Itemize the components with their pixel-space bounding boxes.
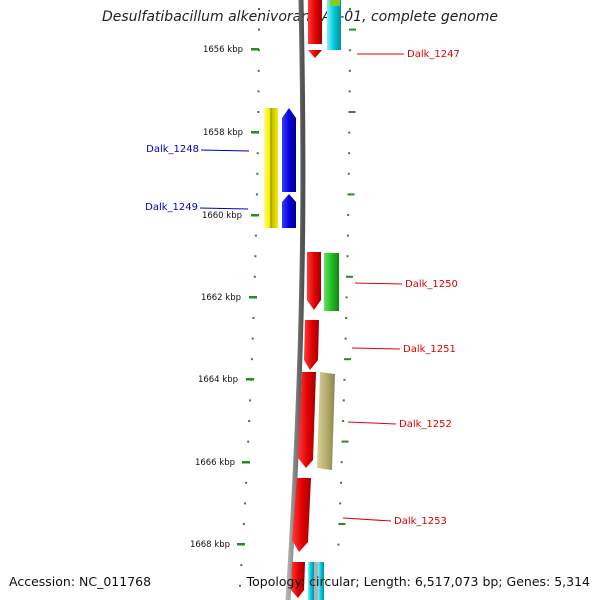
minor-tick [348,69,351,72]
major-tick [249,296,257,299]
minor-tick [347,172,350,175]
minor-tick [346,234,349,237]
major-tick [251,131,259,134]
major-tick [237,543,245,546]
gene-dalk-1253[interactable] [292,478,311,552]
minor-tick [345,317,348,319]
gene-label-dalk-1252[interactable]: Dalk_1252 [399,419,452,430]
kbp-label: 1668 kbp [190,540,230,550]
minor-tick [340,481,342,484]
minor-tick [342,399,345,402]
minor-tick [338,523,346,525]
minor-tick [247,440,250,443]
minor-tick [254,255,257,258]
gene-dalk-1247[interactable] [308,0,341,58]
major-tick [242,461,250,464]
kbp-scale: 1656 kbp 1658 kbp 1660 kbp 1662 kbp 1664… [190,45,259,550]
bottom-partial-features [291,562,324,600]
minor-tick [339,502,342,505]
gene-dalk-1248[interactable] [282,108,296,192]
minor-tick [255,193,258,196]
accession-text: Accession: NC_011768 [9,574,152,589]
kbp-label: 1664 kbp [198,375,238,385]
major-tick [246,378,254,381]
minor-tick [239,584,241,587]
yellow-feature-band [264,108,278,228]
minor-tick [245,481,248,484]
minor-tick [240,564,243,567]
minor-tick [252,317,255,319]
gene-label-dalk-1247[interactable]: Dalk_1247 [407,49,460,60]
minor-tick [254,234,257,237]
minor-tick [347,214,350,216]
minor-tick [344,358,351,361]
minor-tick [342,420,345,422]
genome-summary-text: Topology: circular; Length: 6,517,073 bp… [246,574,590,589]
kbp-label: 1658 kbp [203,128,243,138]
minor-tick [244,502,246,505]
minor-tick [348,152,351,155]
minor-tick [242,523,245,525]
kbp-label: 1666 kbp [195,458,235,468]
gene-label-dalk-1249[interactable]: Dalk_1249 [145,202,198,213]
minor-tick [249,399,252,402]
major-tick [251,214,259,217]
minor-tick [349,28,356,31]
minor-tick [345,296,348,299]
minor-tick [250,358,253,361]
minor-tick [257,111,260,113]
minor-tick [347,193,355,196]
minor-tick [257,69,260,72]
gene-label-dalk-1251[interactable]: Dalk_1251 [403,344,456,355]
minor-tick [251,337,254,340]
minor-tick [348,131,351,134]
gene-labels: Dalk_1247 Dalk_1248 Dalk_1249 Dalk_1250 … [145,49,460,527]
genome-backbone [285,0,306,600]
minor-tick [258,28,260,31]
minor-tick [344,337,347,340]
minor-tick [348,49,351,52]
minor-tick [349,8,351,10]
minor-tick [340,461,343,464]
gene-dalk-1250[interactable] [307,252,339,311]
gene-label-dalk-1248[interactable]: Dalk_1248 [146,144,199,155]
gene-label-dalk-1250[interactable]: Dalk_1250 [405,279,458,290]
minor-tick [337,543,340,546]
minor-tick [343,378,346,381]
minor-tick [346,275,353,278]
minor-tick [253,275,256,278]
gene-dalk-1252[interactable] [298,372,335,470]
minor-tick [348,111,356,113]
minor-tick [348,90,351,93]
minor-tick [257,90,260,93]
gene-dalk-1251[interactable] [304,320,319,370]
kbp-label: 1656 kbp [203,45,243,55]
outer-tick-ring [337,8,356,546]
minor-tick [258,8,260,10]
minor-tick [346,255,349,258]
major-tick [251,48,259,51]
minor-tick [256,172,259,175]
gene-dalk-1249[interactable] [282,194,296,228]
minor-tick [256,152,259,155]
minor-tick [248,420,251,422]
gene-label-dalk-1253[interactable]: Dalk_1253 [394,516,447,527]
kbp-label: 1662 kbp [201,293,241,303]
kbp-label: 1660 kbp [202,211,242,221]
minor-tick [341,440,349,443]
